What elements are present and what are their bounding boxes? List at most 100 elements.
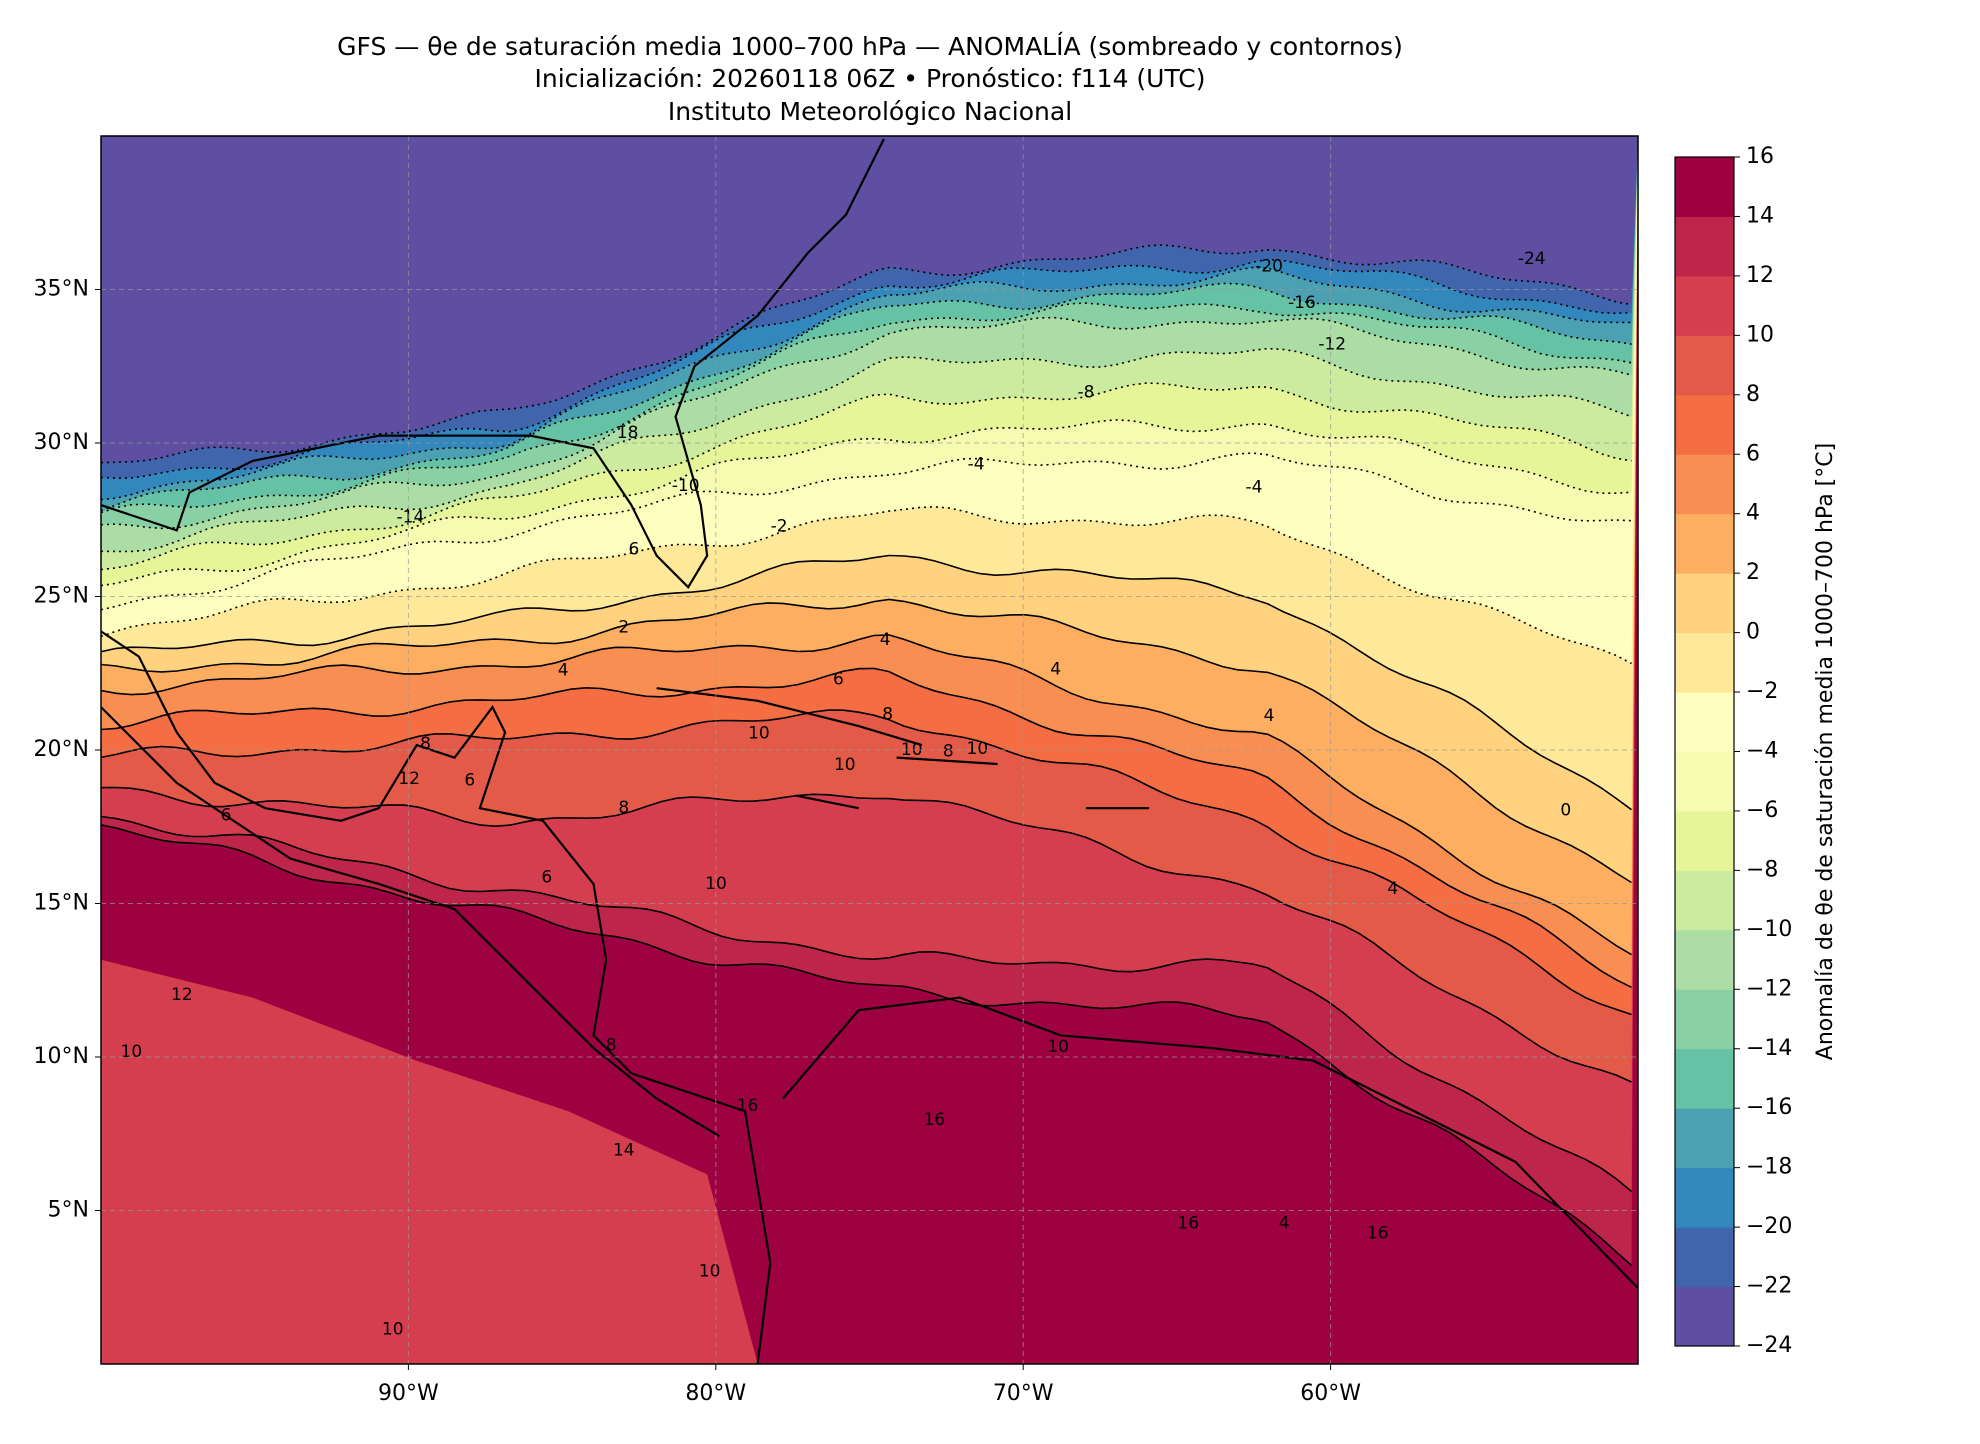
contour-label: 6 — [833, 669, 844, 689]
contour-label: 12 — [171, 985, 193, 1005]
coastline — [101, 138, 885, 589]
coastline — [795, 794, 859, 810]
contour-label: 12 — [398, 769, 420, 789]
colorbar-tick-label: 6 — [1746, 441, 1760, 466]
coastline — [896, 756, 998, 766]
colorbar-segment — [1675, 751, 1734, 812]
colorbar-segment — [1675, 870, 1734, 931]
contour-label: 6 — [221, 806, 232, 826]
colorbar-tick-label: −22 — [1746, 1274, 1792, 1299]
contour-label: 6 — [628, 539, 639, 559]
contour-line — [101, 786, 1632, 1083]
x-tick-label: 60°W — [1300, 1381, 1361, 1406]
contour-line — [101, 667, 1632, 989]
y-tick-label: 25°N — [34, 584, 89, 609]
colorbar-segment — [1675, 1227, 1734, 1288]
contour-label: 8 — [420, 734, 431, 754]
contour-line — [101, 554, 1632, 811]
colorbar-segment — [1675, 1286, 1734, 1347]
y-tick-label: 20°N — [34, 737, 89, 762]
contour-label: 10 — [382, 1320, 404, 1340]
contour-label: -14 — [397, 508, 425, 528]
colorbar-tick-label: 16 — [1746, 144, 1774, 169]
contour-label: 16 — [1177, 1214, 1199, 1234]
y-tick-label: 5°N — [48, 1198, 89, 1223]
colorbar-segment — [1675, 275, 1734, 336]
colorbar-tick-label: 10 — [1746, 322, 1774, 347]
contour-label: -2 — [771, 517, 788, 537]
colorbar-tick-label: −10 — [1746, 917, 1792, 942]
contour-label: -20 — [1255, 256, 1283, 276]
coastline — [656, 687, 923, 747]
colorbar-segment — [1675, 989, 1734, 1050]
contour-label: 8 — [606, 1036, 617, 1056]
colorbar-segment — [1675, 513, 1734, 574]
colorbar-tick-label: −24 — [1746, 1333, 1792, 1358]
colorbar-segment — [1675, 810, 1734, 871]
contour-label: -16 — [1288, 293, 1316, 313]
colorbar-tick-label: −8 — [1746, 857, 1778, 882]
contour-label: -12 — [1318, 335, 1346, 355]
contour-line — [101, 302, 1632, 514]
contour-label: 8 — [618, 798, 629, 818]
colorbar-tick-label: −4 — [1746, 739, 1778, 764]
contour-line — [101, 824, 1633, 1267]
contour-label: 16 — [1367, 1224, 1389, 1244]
colorbar-segment — [1675, 1167, 1734, 1228]
contour-label: 10 — [1047, 1037, 1069, 1057]
colorbar-segment — [1675, 573, 1734, 634]
colorbar-tick-label: −6 — [1746, 798, 1778, 823]
colorbar-segment — [1675, 216, 1734, 277]
contour-label: 4 — [558, 661, 569, 681]
y-tick-label: 10°N — [34, 1044, 89, 1069]
colorbar-tick-label: −20 — [1746, 1214, 1792, 1239]
contour-label: 16 — [737, 1096, 759, 1116]
contour-label: -10 — [672, 476, 700, 496]
colorbar-segment — [1675, 692, 1734, 752]
contour-line — [101, 382, 1632, 571]
y-tick-label: 35°N — [34, 277, 89, 302]
contour-label: 6 — [464, 770, 475, 790]
colorbar-tick-label: 4 — [1746, 501, 1760, 526]
contour-line — [101, 505, 1632, 665]
colorbar-tick-label: −16 — [1746, 1095, 1792, 1120]
y-tick-label: 30°N — [34, 430, 89, 455]
contour-label: 8 — [943, 741, 954, 761]
colorbar-tick-label: −2 — [1746, 679, 1778, 704]
contour-line — [101, 258, 1632, 480]
colorbar-tick-label: 14 — [1746, 203, 1774, 228]
chart-source: Instituto Meteorológico Nacional — [668, 97, 1072, 126]
colorbar-label: Anomalía de θe de saturación media 1000–… — [1813, 443, 1838, 1060]
contour-label: 14 — [613, 1140, 635, 1160]
contour-label: 8 — [882, 705, 893, 725]
contour-label: 4 — [1387, 879, 1398, 899]
colorbar-segment — [1675, 335, 1734, 396]
contour-line — [101, 266, 1632, 501]
contour-label: -4 — [1245, 477, 1262, 497]
contour-label: 4 — [1050, 659, 1061, 679]
colorbar-segment — [1675, 1048, 1734, 1109]
colorbar-segment — [1675, 394, 1734, 455]
contour-label: -24 — [1518, 249, 1546, 269]
contour-label: 18 — [617, 423, 639, 443]
coastline — [101, 706, 721, 1138]
colorbar-tick-label: 8 — [1746, 382, 1760, 407]
colorbar-tick-label: 0 — [1746, 620, 1760, 645]
contour-line — [101, 282, 1632, 512]
colorbar-tick-label: 2 — [1746, 560, 1760, 585]
contour-label: 4 — [1264, 706, 1275, 726]
contour-line — [101, 244, 1632, 464]
contour-label: 10 — [121, 1042, 143, 1062]
shaded-band — [101, 136, 1638, 463]
contour-label: -4 — [968, 455, 985, 475]
colorbar-segment — [1675, 1108, 1734, 1169]
x-tick-label: 70°W — [993, 1381, 1054, 1406]
contour-label: 16 — [924, 1110, 946, 1130]
x-tick-label: 80°W — [685, 1381, 746, 1406]
contour-label: 0 — [1560, 801, 1571, 821]
contour-line — [101, 598, 1632, 884]
coastline — [101, 630, 772, 1364]
